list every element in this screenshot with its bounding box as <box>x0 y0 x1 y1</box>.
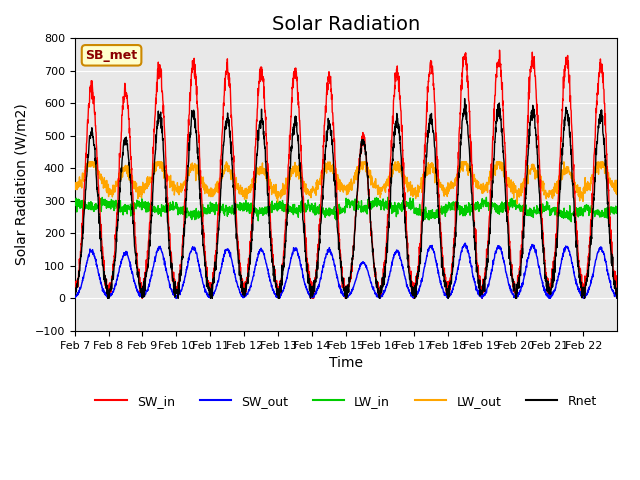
Legend: SW_in, SW_out, LW_in, LW_out, Rnet: SW_in, SW_out, LW_in, LW_out, Rnet <box>90 390 602 413</box>
X-axis label: Time: Time <box>329 356 363 370</box>
Title: Solar Radiation: Solar Radiation <box>272 15 420 34</box>
Y-axis label: Solar Radiation (W/m2): Solar Radiation (W/m2) <box>15 104 29 265</box>
Text: SB_met: SB_met <box>86 49 138 62</box>
